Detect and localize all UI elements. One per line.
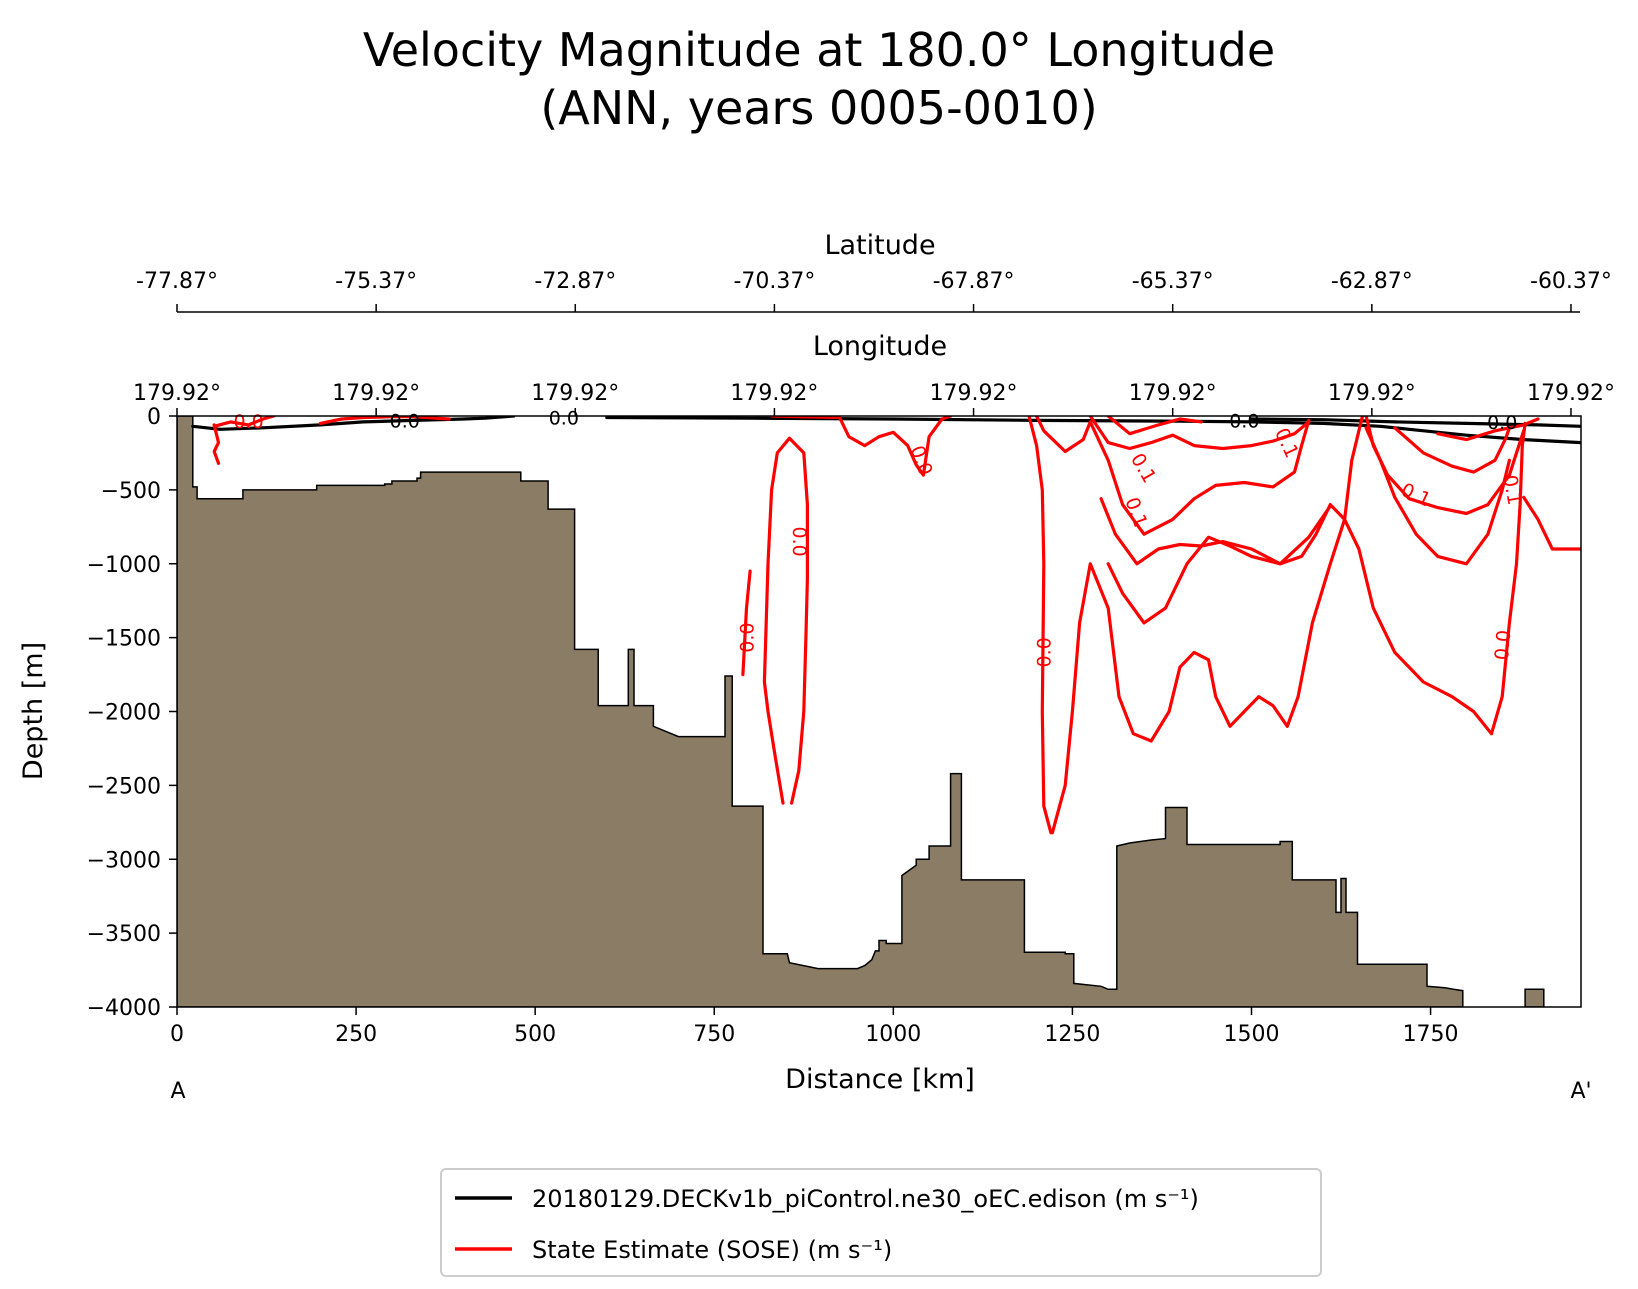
x-tick-label: 1250 — [1044, 1022, 1100, 1047]
y-tick-label: −1000 — [87, 553, 161, 578]
y-tick-label: −3500 — [87, 922, 161, 947]
model-contour-label: 0.0 — [1229, 410, 1259, 432]
latitude-tick-label: -67.87° — [933, 269, 1015, 294]
sose-contour-line — [1088, 416, 1311, 451]
y-tick-label: −2500 — [87, 774, 161, 799]
sose-contour-line — [769, 416, 953, 477]
legend-label-sose: State Estimate (SOSE) (m s⁻¹) — [532, 1236, 892, 1264]
plot-area — [177, 416, 1581, 1007]
longitude-tick-label: 179.92° — [1129, 381, 1217, 406]
model-contour-label: 0.0 — [390, 410, 420, 432]
legend-label-model: 20180129.DECKv1b_piControl.ne30_oEC.edis… — [532, 1185, 1199, 1213]
y-axis: 0 −500 −1000 −1500 −2000 −2500 −3000 −3500 −4000 — [87, 405, 177, 1021]
y-tick-label: −4000 — [87, 996, 161, 1021]
longitude-tick-label: 179.92° — [730, 381, 818, 406]
bathymetry-fill — [177, 416, 1464, 1007]
y-tick-label: −3000 — [87, 848, 161, 873]
latitude-axis-label: Latitude — [824, 230, 935, 261]
sose-contour-label: 0.1 — [1120, 494, 1151, 530]
sose-contour-label: 0.1 — [1499, 473, 1526, 507]
sose-contour-line — [1099, 416, 1365, 566]
sose-contour-line — [1106, 416, 1203, 436]
sose-contour-line — [318, 416, 451, 425]
longitude-axis-label: Longitude — [813, 331, 947, 362]
sose-contour-line — [1436, 417, 1540, 442]
latitude-axis: Latitude -77.87° -75.37° -72.87° -70.37° -67… — [136, 230, 1612, 313]
x-tick-label: 500 — [514, 1022, 556, 1047]
chart-title-line-1: Velocity Magnitude at 180.0° Longitude — [363, 23, 1275, 77]
sose-contour-line — [741, 569, 752, 677]
longitude-tick-label: 179.92° — [1527, 381, 1615, 406]
sose-contour-label: 0.0 — [1491, 629, 1516, 661]
x-tick-label: 1500 — [1223, 1022, 1279, 1047]
x-tick-label: 1000 — [865, 1022, 921, 1047]
latitude-tick-label: -62.87° — [1331, 269, 1413, 294]
sose-contour-label: 0.0 — [906, 443, 937, 479]
y-tick-label: −500 — [101, 479, 161, 504]
sose-contour-line — [212, 416, 276, 428]
longitude-tick-label: 179.92° — [930, 381, 1018, 406]
model-contour-line — [191, 416, 516, 431]
y-tick-label: −2000 — [87, 701, 161, 726]
longitude-tick-label: 179.92° — [1328, 381, 1416, 406]
latitude-tick-label: -77.87° — [136, 269, 218, 294]
sose-contour-label: 0.0 — [736, 623, 758, 653]
y-axis-label: Depth [m] — [18, 642, 49, 780]
sose-contour-line — [1393, 426, 1512, 474]
latitude-tick-label: -75.37° — [335, 269, 417, 294]
sose-contour-line — [212, 423, 221, 465]
bathymetry-island — [1524, 988, 1545, 1007]
sose-contour-line — [1050, 421, 1527, 835]
section-start-label: A — [170, 1079, 185, 1104]
sose-contour-label: 0.0 — [1034, 637, 1056, 667]
latitude-tick-label: -60.37° — [1530, 269, 1612, 294]
legend-box — [440, 1168, 1322, 1277]
model-contour-line — [1249, 417, 1581, 428]
sose-contour-line — [762, 436, 810, 805]
legend: 20180129.DECKv1b_piControl.ne30_oEC.edis… — [440, 1168, 1322, 1277]
sose-contour-line — [1364, 426, 1512, 566]
sose-contour-label: 0.0 — [788, 526, 810, 556]
sose-contour-label: 0.0 — [234, 411, 264, 433]
x-tick-label: 0 — [170, 1022, 184, 1047]
latitude-tick-label: -65.37° — [1132, 269, 1214, 294]
longitude-axis: 179.92° 179.92° 179.92° 179.92° 179.92° 179.9… — [133, 381, 1615, 416]
model-contour-label: 0.0 — [1487, 412, 1517, 434]
sose-contour-label: 0.1 — [1397, 479, 1434, 512]
latitude-tick-label: -70.37° — [733, 269, 815, 294]
sose-contour-line — [1034, 416, 1311, 536]
longitude-tick-label: 179.92° — [332, 381, 420, 406]
model-contour-label: 0.0 — [549, 407, 579, 429]
y-tick-label: −1500 — [87, 627, 161, 652]
sose-contour-line — [1106, 504, 1332, 625]
longitude-tick-label: 179.92° — [133, 381, 221, 406]
sose-contour-label: 0.1 — [1126, 450, 1160, 487]
x-tick-label: 250 — [335, 1022, 377, 1047]
x-tick-label: 1750 — [1403, 1022, 1459, 1047]
sose-contour-line — [1522, 495, 1581, 551]
section-end-label: A' — [1570, 1079, 1591, 1104]
x-axis: 0 250 500 750 1000 1250 1500 1750 — [170, 1007, 1459, 1047]
y-tick-label: 0 — [147, 405, 161, 430]
latitude-tick-label: -72.87° — [534, 269, 616, 294]
x-tick-label: 750 — [693, 1022, 735, 1047]
chart-title-line-2: (ANN, years 0005-0010) — [540, 81, 1097, 135]
longitude-tick-label: 179.92° — [531, 381, 619, 406]
x-axis-label: Distance [km] — [785, 1064, 975, 1095]
sose-contour-line — [1027, 416, 1053, 835]
